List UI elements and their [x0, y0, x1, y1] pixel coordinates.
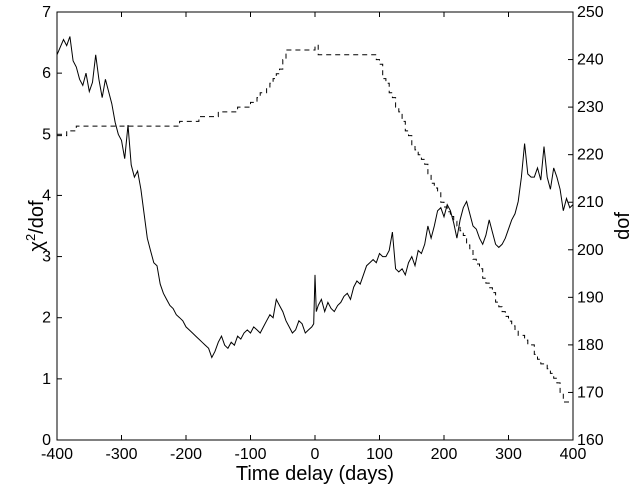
- left-y-axis-label-base: χ: [26, 241, 48, 252]
- x-axis-label: Time delay (days): [236, 463, 394, 485]
- left-tick-label: 6: [42, 65, 51, 82]
- dof-dashed-line: [57, 44, 573, 403]
- right-tick-label: 180: [577, 337, 604, 354]
- x-tick-label: 400: [560, 446, 587, 463]
- left-tick-label: 4: [42, 187, 51, 204]
- right-tick-label: 190: [577, 289, 604, 306]
- right-tick-label: 170: [577, 384, 604, 401]
- left-y-axis-label: χ2/dof: [23, 200, 48, 252]
- x-tick-label: 200: [431, 446, 458, 463]
- right-tick-label: 240: [577, 52, 604, 69]
- right-tick-label: 210: [577, 194, 604, 211]
- x-tick-label: 100: [366, 446, 393, 463]
- x-tick-label: -400: [41, 446, 73, 463]
- plot-frame: [56, 11, 574, 441]
- series-layer: [56, 36, 574, 403]
- x-tick-label: 0: [311, 446, 320, 463]
- x-tick-label: 300: [495, 446, 522, 463]
- right-tick-label: 220: [577, 147, 604, 164]
- right-tick-label: 200: [577, 242, 604, 259]
- left-tick-label: 5: [42, 126, 51, 143]
- right-y-axis: 160 170 180 190 200 210 220 230 240 250: [568, 4, 604, 449]
- left-tick-label: 3: [42, 249, 51, 266]
- x-axis: -400 -300 -200 -100 0 100 200 300 400: [41, 12, 586, 463]
- left-y-axis: 0 1 2 3 4 5 6 7: [42, 4, 62, 449]
- left-tick-label: 1: [42, 371, 51, 388]
- left-y-axis-label-rest: /dof: [26, 200, 48, 234]
- right-tick-label: 160: [577, 432, 604, 449]
- right-tick-label: 250: [577, 4, 604, 21]
- right-tick-label: 230: [577, 99, 604, 116]
- left-tick-label: 0: [42, 432, 51, 449]
- x-tick-label: -100: [234, 446, 266, 463]
- right-y-axis-label: dof: [612, 212, 634, 240]
- chi2-solid-line: [56, 36, 574, 359]
- left-tick-label: 2: [42, 310, 51, 327]
- x-tick-label: -300: [105, 446, 137, 463]
- left-y-axis-label-sup: 2: [23, 234, 38, 241]
- x-tick-label: -200: [170, 446, 202, 463]
- left-tick-label: 7: [42, 4, 51, 21]
